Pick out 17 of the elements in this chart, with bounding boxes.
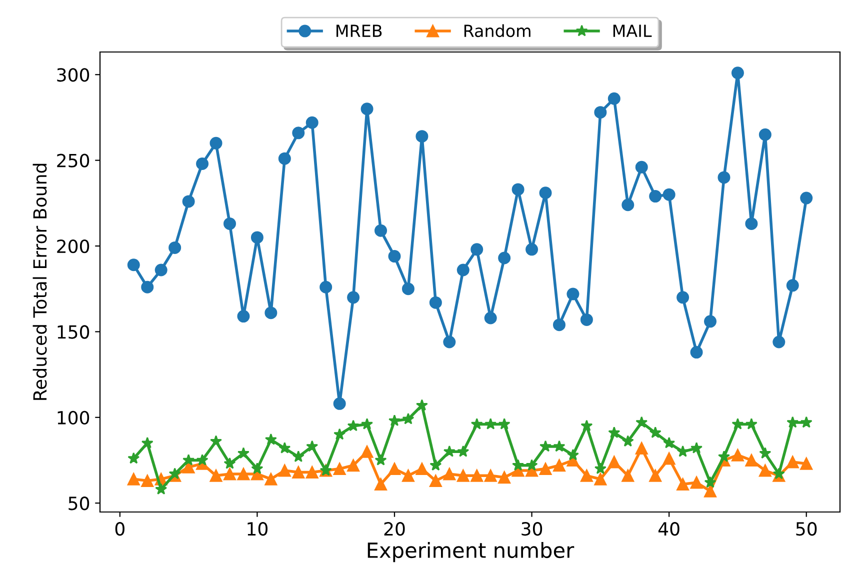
legend-label: Random (464, 24, 530, 38)
y-axis-title: Reduced Total Error Bound (32, 164, 47, 400)
y-tick-label: 50 (68, 496, 90, 510)
x-tick-label: 10 (248, 522, 268, 536)
x-tick-label: 0 (115, 522, 124, 536)
y-tick-label: 300 (57, 68, 90, 82)
y-tick-label: 250 (57, 154, 90, 168)
legend-label: MREB (336, 24, 382, 37)
x-tick-label: 40 (658, 522, 680, 536)
y-tick-label: 200 (57, 239, 90, 254)
x-tick-label: 30 (522, 522, 542, 536)
x-tick-label: 50 (796, 522, 817, 536)
x-tick-label: 20 (384, 522, 405, 536)
y-tick-label: 150 (58, 325, 90, 339)
y-tick-label: 100 (58, 410, 90, 425)
legend-label: MAIL (613, 24, 652, 37)
x-axis-title: Experiment number (368, 542, 574, 562)
